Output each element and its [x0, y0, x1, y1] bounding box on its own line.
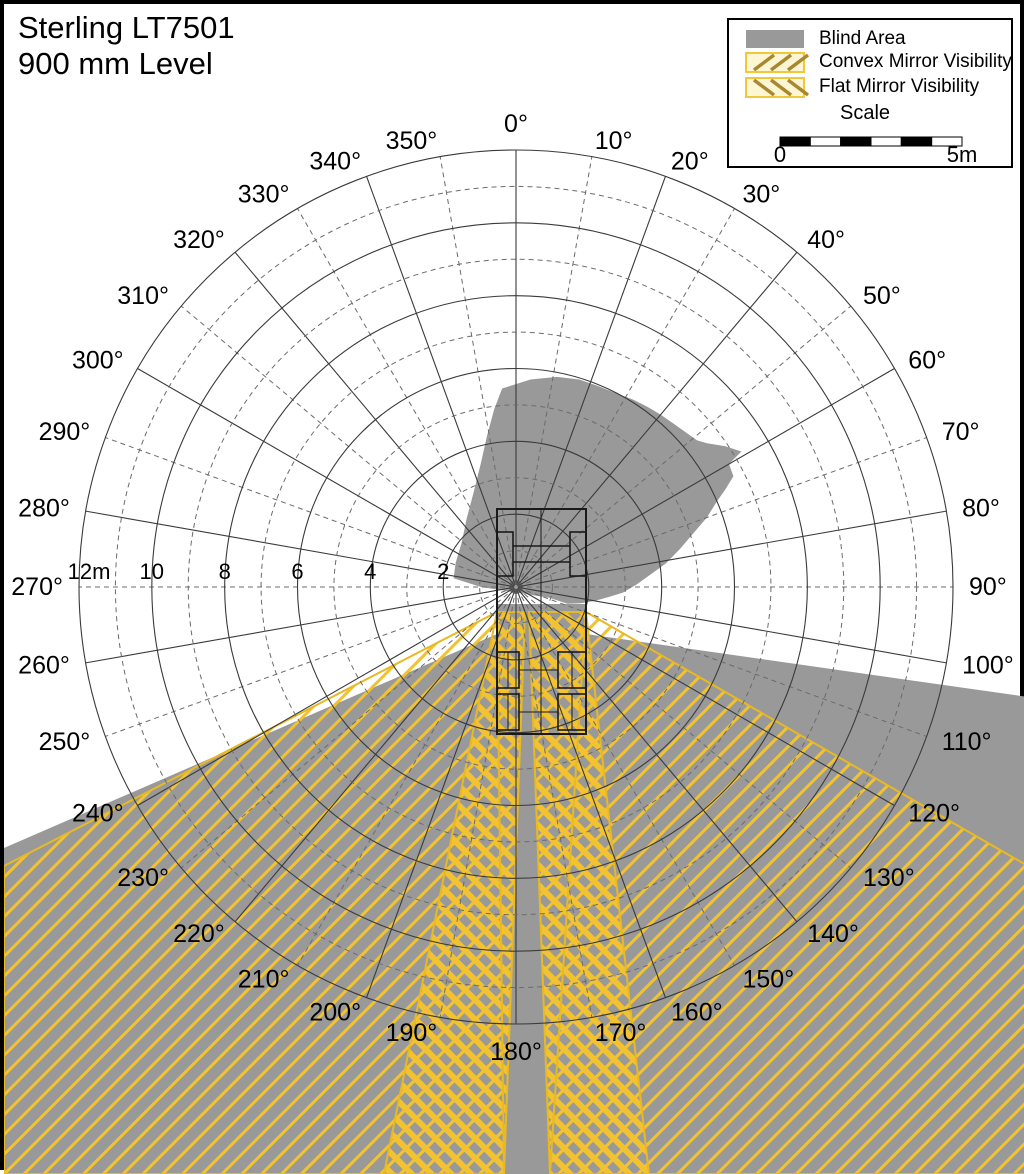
svg-text:190°: 190°	[386, 1019, 438, 1047]
svg-text:80°: 80°	[962, 494, 1000, 522]
svg-text:100°: 100°	[962, 652, 1014, 680]
svg-text:10: 10	[140, 559, 164, 584]
svg-text:270°: 270°	[11, 573, 63, 601]
svg-text:140°: 140°	[807, 920, 859, 948]
svg-text:130°: 130°	[863, 864, 915, 892]
svg-text:310°: 310°	[117, 282, 169, 310]
svg-text:4: 4	[364, 559, 376, 584]
svg-text:220°: 220°	[173, 920, 225, 948]
svg-text:90°: 90°	[969, 573, 1007, 601]
svg-text:Convex Mirror Visibility: Convex Mirror Visibility	[819, 51, 1012, 72]
svg-text:0°: 0°	[504, 110, 528, 138]
svg-text:5m: 5m	[947, 142, 978, 167]
svg-text:170°: 170°	[595, 1019, 647, 1047]
svg-text:290°: 290°	[39, 418, 91, 446]
svg-text:200°: 200°	[309, 999, 361, 1027]
svg-text:350°: 350°	[386, 127, 438, 155]
svg-text:240°: 240°	[72, 800, 124, 828]
svg-text:2: 2	[437, 559, 449, 584]
svg-text:320°: 320°	[173, 226, 225, 254]
svg-text:160°: 160°	[671, 999, 723, 1027]
svg-text:280°: 280°	[18, 494, 70, 522]
svg-text:30°: 30°	[743, 181, 781, 209]
svg-text:Scale: Scale	[840, 102, 890, 124]
svg-text:210°: 210°	[238, 965, 290, 993]
svg-text:150°: 150°	[743, 965, 795, 993]
svg-text:70°: 70°	[942, 418, 980, 446]
svg-text:230°: 230°	[117, 864, 169, 892]
svg-text:260°: 260°	[18, 652, 70, 680]
svg-text:250°: 250°	[39, 728, 91, 756]
svg-text:340°: 340°	[309, 147, 361, 175]
svg-text:50°: 50°	[863, 282, 901, 310]
svg-text:60°: 60°	[908, 347, 946, 375]
svg-text:40°: 40°	[807, 226, 845, 254]
svg-text:Blind Area: Blind Area	[819, 28, 906, 49]
svg-text:180°: 180°	[490, 1038, 542, 1066]
svg-text:330°: 330°	[238, 181, 290, 209]
svg-text:12m: 12m	[68, 559, 111, 584]
svg-text:10°: 10°	[595, 127, 633, 155]
svg-text:120°: 120°	[908, 800, 960, 828]
svg-text:Flat Mirror Visibility: Flat Mirror Visibility	[819, 76, 980, 97]
svg-text:300°: 300°	[72, 347, 124, 375]
svg-text:0: 0	[774, 142, 786, 167]
svg-text:8: 8	[219, 559, 231, 584]
svg-text:110°: 110°	[942, 728, 992, 756]
svg-text:20°: 20°	[671, 147, 709, 175]
svg-text:6: 6	[291, 559, 303, 584]
